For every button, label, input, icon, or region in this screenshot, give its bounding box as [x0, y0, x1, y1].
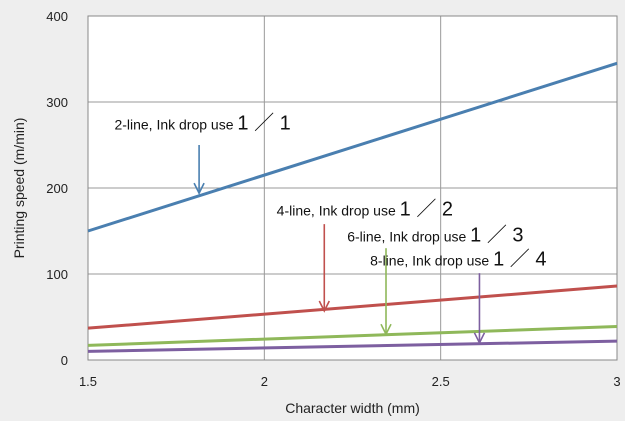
- x-axis-title: Character width (mm): [285, 400, 420, 416]
- y-tick-label: 100: [46, 267, 68, 282]
- series-line-4: [87, 339, 618, 353]
- annotation-label-3: 6-line, Ink drop use 1 ／ 3: [347, 224, 523, 246]
- annotation-arrowhead-3: [380, 323, 392, 336]
- plot-border: [87, 15, 618, 361]
- annotation-label-4: 8-line, Ink drop use 1 ／ 4: [370, 248, 546, 270]
- series-lines: [87, 61, 618, 353]
- x-tick-label: 1.5: [79, 374, 97, 389]
- y-axis-title: Printing speed (m/min): [11, 118, 27, 259]
- annotation-arrowhead-1: [193, 182, 205, 195]
- series-line-2: [87, 284, 618, 330]
- y-tick-label: 0: [61, 353, 68, 368]
- annotation-label-1: 2-line, Ink drop use 1 ／ 1: [114, 113, 290, 135]
- x-tick-label: 2: [261, 374, 268, 389]
- y-tick-label: 300: [46, 95, 68, 110]
- x-tick-label: 3: [613, 374, 620, 389]
- x-tick-label: 2.5: [432, 374, 450, 389]
- series-line-1: [87, 61, 618, 233]
- annotation-label-2: 4-line, Ink drop use 1 ／ 2: [277, 199, 453, 221]
- y-tick-label: 400: [46, 9, 68, 24]
- annotation-arrowhead-2: [318, 300, 331, 313]
- x-tick-labels: 1.5 2 2.5 3: [79, 374, 621, 389]
- annotation-arrowhead-4: [473, 332, 486, 345]
- annotations: 2-line, Ink drop use 1 ／ 1 4-line, Ink dr…: [114, 113, 546, 345]
- y-tick-label: 200: [46, 181, 68, 196]
- series-line-3: [87, 324, 618, 347]
- y-tick-labels: 0 100 200 300 400: [46, 9, 68, 368]
